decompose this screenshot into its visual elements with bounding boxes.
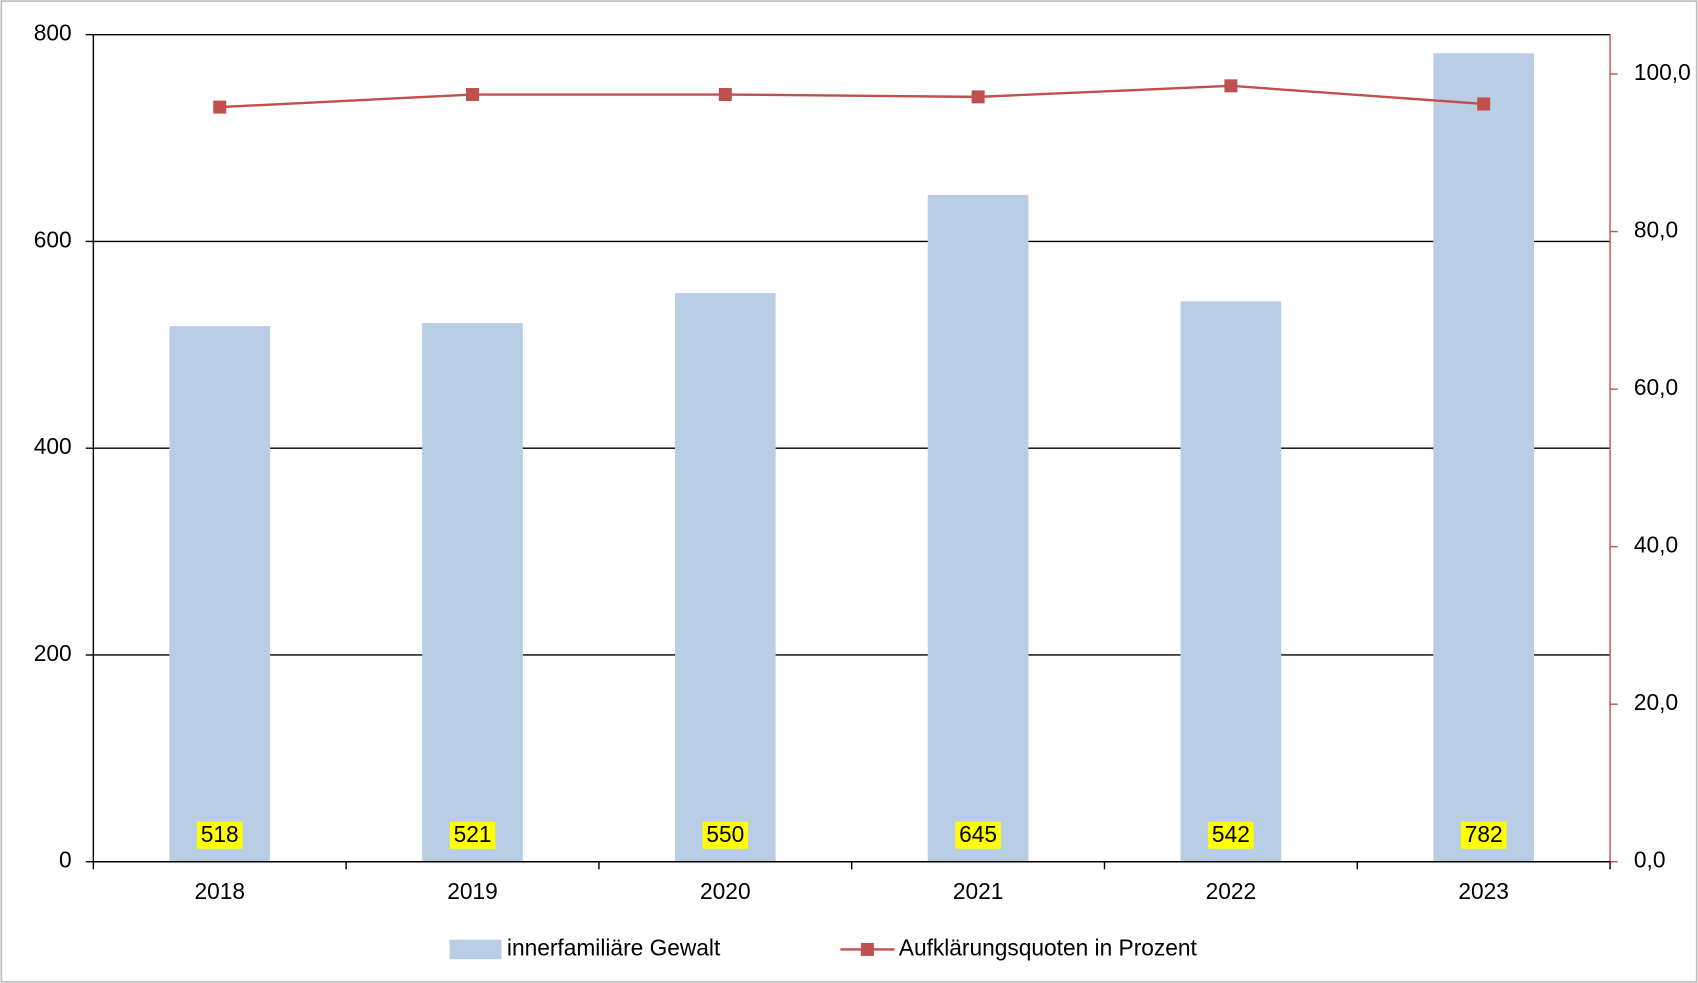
data-label: 645 — [959, 821, 997, 847]
y-tick-label: 600 — [34, 226, 72, 252]
data-label-bg — [955, 821, 1001, 849]
y-tick-label: 200 — [34, 640, 72, 666]
data-label-bg — [449, 821, 496, 849]
data-label: 542 — [1212, 821, 1250, 847]
x-tick-label: 2020 — [700, 878, 751, 904]
data-label: 550 — [706, 821, 744, 847]
bar — [927, 194, 1029, 862]
x-tick-label: 2018 — [194, 878, 245, 904]
y-tick-label: 400 — [34, 433, 72, 459]
y-tick-label: 800 — [34, 20, 72, 46]
y2-tick-label: 20,0 — [1634, 689, 1678, 715]
x-tick-label: 2021 — [953, 878, 1004, 904]
bar — [1180, 301, 1282, 862]
x-tick-label: 2019 — [447, 878, 498, 904]
y-tick-label: 0 — [59, 847, 72, 873]
y2-tick-label: 80,0 — [1634, 217, 1678, 243]
line-marker — [971, 90, 985, 104]
legend-marker — [860, 942, 874, 956]
data-label-bg — [197, 821, 243, 849]
y2-tick-label: 100,0 — [1634, 59, 1691, 85]
line-marker — [213, 100, 227, 114]
line-marker — [718, 88, 732, 102]
line-marker — [1224, 79, 1238, 93]
bar — [1433, 53, 1535, 862]
bar — [674, 293, 776, 862]
data-label-bg — [702, 821, 749, 849]
y2-tick-label: 60,0 — [1634, 374, 1678, 400]
line-marker — [1477, 97, 1491, 111]
data-label: 518 — [201, 821, 239, 847]
x-tick-label: 2023 — [1458, 878, 1509, 904]
bar — [169, 326, 271, 862]
data-label: 521 — [454, 821, 492, 847]
x-tick-label: 2022 — [1206, 878, 1257, 904]
legend-label: innerfamiliäre Gewalt — [507, 934, 721, 960]
line — [219, 84, 1484, 109]
bar — [422, 323, 523, 862]
y2-tick-label: 0,0 — [1634, 847, 1666, 873]
data-label-bg — [1460, 821, 1507, 849]
line-marker — [466, 88, 480, 102]
legend-swatch — [449, 939, 502, 960]
legend-label: Aufklärungsquoten in Prozent — [899, 934, 1198, 960]
data-label-bg — [1208, 821, 1254, 849]
y2-tick-label: 40,0 — [1634, 532, 1678, 558]
data-label: 782 — [1465, 821, 1503, 847]
